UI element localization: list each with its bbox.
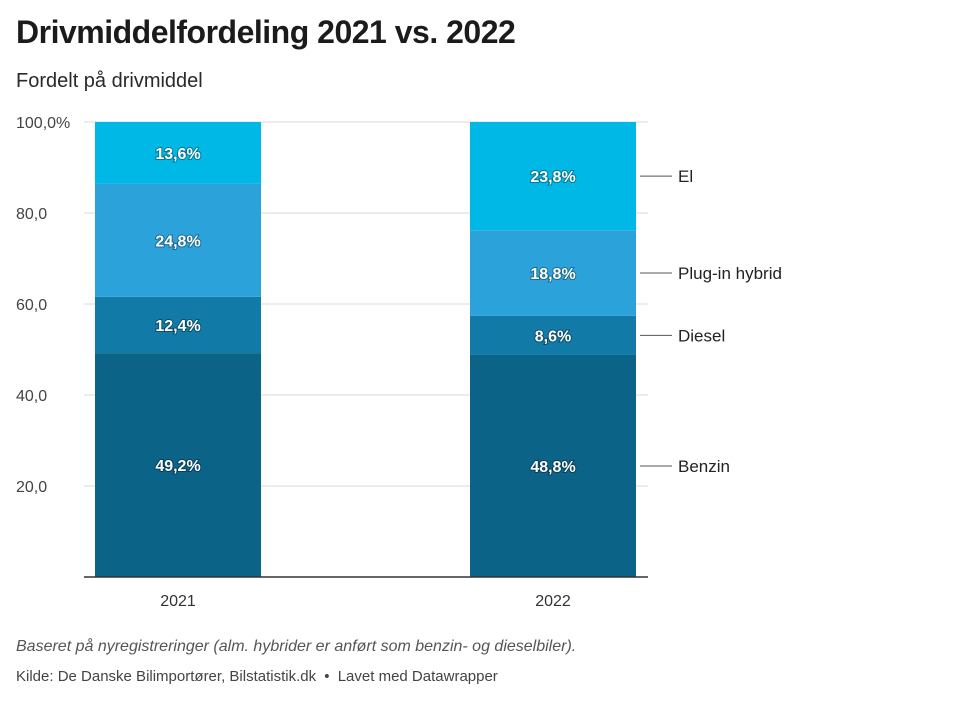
bar-segment-diesel	[470, 315, 636, 355]
bar-segment-el	[470, 122, 636, 231]
chart-notes: Baseret på nyregistreringer (alm. hybrid…	[16, 638, 577, 655]
source-text: Kilde: De Danske Bilimportører, Bilstati…	[16, 668, 317, 685]
data-label: 49,2%	[155, 458, 200, 475]
data-label: 18,8%	[530, 266, 575, 283]
bar-segment-benzin	[95, 353, 261, 577]
bar-segment-el	[95, 122, 261, 184]
data-label: 12,4%	[155, 318, 200, 335]
data-label: 23,8%	[530, 169, 575, 186]
data-label: 24,8%	[155, 233, 200, 250]
data-label: 13,6%	[155, 146, 200, 163]
source-separator: •	[324, 668, 330, 685]
bar-segment-benzin	[470, 354, 636, 577]
legend-label: Diesel	[678, 326, 725, 345]
data-label: 48,8%	[530, 459, 575, 476]
legend-label: El	[678, 167, 693, 186]
x-tick-label: 2021	[160, 593, 196, 610]
legend-label: Benzin	[678, 457, 730, 476]
legend: Benzin Diesel Plug-in hybrid El	[640, 167, 782, 476]
legend-label: Plug-in hybrid	[678, 264, 782, 283]
axes: 20,0 40,0 60,0 80,0 100,0% 2021 2022	[16, 115, 648, 610]
y-tick-label: 60,0	[16, 297, 47, 314]
bar-segment-diesel	[95, 296, 261, 354]
y-tick-label: 80,0	[16, 206, 47, 223]
bars: 49,2% 12,4% 24,8% 13,6% 48,8% 8,6% 18,8% 23,8%	[95, 122, 636, 577]
chart-source: Kilde: De Danske Bilimportører, Bilstati…	[16, 668, 498, 685]
x-tick-label: 2022	[535, 593, 571, 610]
data-label: 8,6%	[535, 328, 571, 345]
chart-subtitle: Fordelt på drivmiddel	[16, 70, 203, 92]
chart-title: Drivmiddelfordeling 2021 vs. 2022	[16, 14, 516, 50]
stacked-bar-chart: 49,2%12,4%24,8%13,6%48,8%8,6%18,8%23,8% …	[16, 115, 782, 610]
bar-segment-plug-in-hybrid	[470, 230, 636, 316]
y-tick-label: 100,0%	[16, 115, 70, 132]
y-tick-label: 20,0	[16, 479, 47, 496]
y-tick-label: 40,0	[16, 388, 47, 405]
credit-text: Lavet med Datawrapper	[337, 668, 498, 685]
bar-segment-plug-in-hybrid	[95, 183, 261, 297]
